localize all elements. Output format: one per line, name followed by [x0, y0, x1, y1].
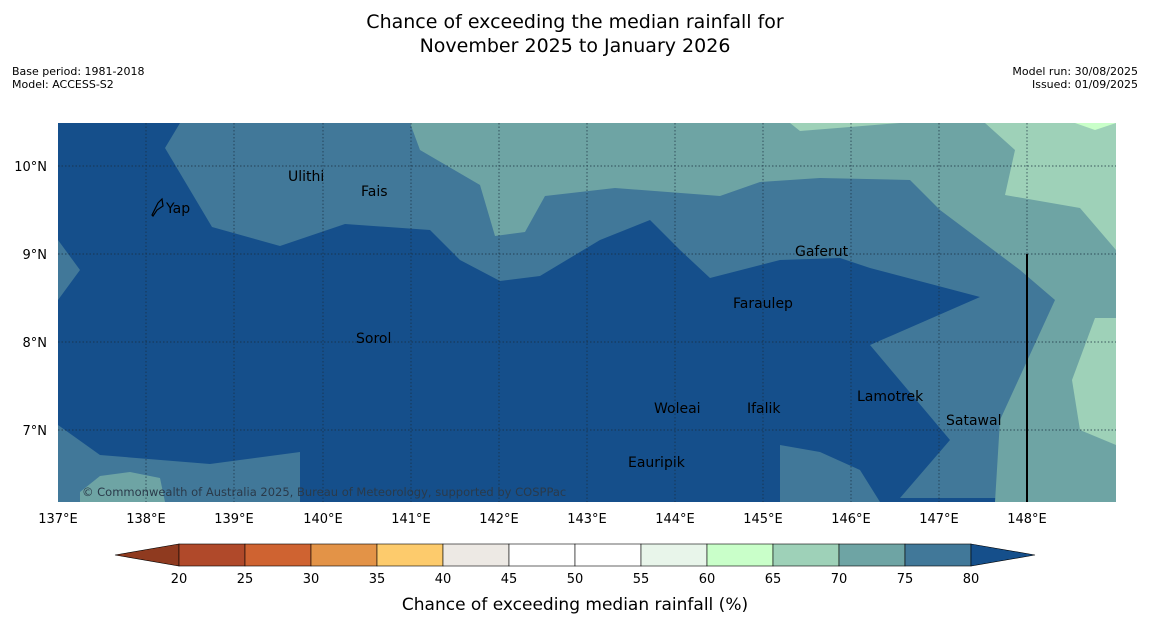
lon-label-147: 147°E [919, 512, 959, 527]
lon-label-137: 137°E [38, 512, 78, 527]
colorbar-tick-50: 50 [567, 572, 584, 587]
region-65-70-northeast [985, 123, 1116, 250]
colorbar-tick-65: 65 [765, 572, 782, 587]
model-run: Model run: 30/08/2025 [1012, 65, 1138, 78]
issued-date: Issued: 01/09/2025 [1031, 78, 1138, 91]
colorbar-cell-c30_35 [310, 543, 378, 567]
model-name: Model: ACCESS-S2 [12, 78, 114, 91]
region-65-70-east [1072, 318, 1116, 445]
rainfall-map[interactable] [58, 123, 1116, 502]
colorbar-cell-c70_75 [838, 543, 906, 567]
longitude-labels: 137°E 138°E 139°E 140°E 141°E 142°E 143°… [38, 512, 1047, 527]
colorbar-tick-45: 45 [501, 572, 518, 587]
region-70-75-southwest [80, 472, 165, 502]
place-woleai: Woleai [654, 401, 701, 417]
colorbar-label: Chance of exceeding median rainfall (%) [402, 595, 748, 615]
gridlines [58, 123, 1116, 502]
place-yap: Yap [165, 201, 190, 217]
region-75-80-west [58, 240, 80, 300]
colorbar-cell-c25_30 [244, 543, 312, 567]
lat-label-10: 10°N [14, 160, 47, 175]
colorbar-tick-40: 40 [435, 572, 452, 587]
colorbar-cell-c50_55 [574, 543, 642, 567]
place-satawal: Satawal [946, 413, 1001, 429]
colorbar-arrow-high [970, 543, 1036, 567]
colorbar-cell-c20_25 [178, 543, 246, 567]
colorbar-cell-c60_65 [706, 543, 774, 567]
colorbar-cell-c75_80 [904, 543, 972, 567]
latitude-labels: 10°N 9°N 8°N 7°N [14, 160, 47, 439]
lon-label-144: 144°E [655, 512, 695, 527]
lon-label-148: 148°E [1007, 512, 1047, 527]
colorbar-cell-c40_45 [442, 543, 510, 567]
region-65-70-top [790, 123, 900, 131]
lon-label-145: 145°E [743, 512, 783, 527]
lat-label-9: 9°N [23, 248, 48, 263]
place-fais: Fais [361, 184, 388, 200]
colorbar-ticks: 20 25 30 35 40 45 50 55 60 65 70 75 80 [171, 572, 980, 587]
meta-right: Model run: 30/08/2025 Issued: 01/09/2025 [1012, 65, 1138, 91]
place-ifalik: Ifalik [747, 401, 781, 417]
colorbar-tick-25: 25 [237, 572, 254, 587]
colorbar-tick-70: 70 [831, 572, 848, 587]
place-eauripik: Eauripik [628, 455, 686, 471]
region-60-65-corner [1075, 123, 1116, 130]
colorbar-tick-75: 75 [897, 572, 914, 587]
place-sorol: Sorol [356, 331, 391, 347]
colorbar-cell-c35_40 [376, 543, 444, 567]
colorbar-cells [178, 543, 972, 567]
place-gaferut: Gaferut [795, 244, 849, 260]
colorbar-cell-c45_50 [508, 543, 576, 567]
colorbar-tick-30: 30 [303, 572, 320, 587]
copyright-text: © Commonwealth of Australia 2025, Bureau… [82, 485, 566, 499]
colorbar-tick-35: 35 [369, 572, 386, 587]
yap-island-shape [151, 197, 164, 217]
title-line-1: Chance of exceeding the median rainfall … [366, 11, 784, 33]
colorbar-tick-60: 60 [699, 572, 716, 587]
colorbar-cell-c65_70 [772, 543, 840, 567]
lon-label-142: 142°E [479, 512, 519, 527]
colorbar-tick-55: 55 [633, 572, 650, 587]
place-faraulep: Faraulep [733, 296, 793, 312]
lat-label-8: 8°N [23, 336, 48, 351]
title-line-2: November 2025 to January 2026 [419, 35, 731, 57]
map-title: Chance of exceeding the median rainfall … [0, 10, 1150, 58]
colorbar: 20 25 30 35 40 45 50 55 60 65 70 75 80 Chance of exc… [114, 543, 1036, 615]
base-period: Base period: 1981-2018 [12, 65, 145, 78]
colorbar-tick-80: 80 [963, 572, 980, 587]
colorbar-cell-c55_60 [640, 543, 708, 567]
meta-left: Base period: 1981-2018 Model: ACCESS-S2 [12, 65, 144, 91]
colorbar-arrow-low [114, 543, 180, 567]
region-75-80-north [165, 123, 1116, 498]
lon-label-143: 143°E [567, 512, 607, 527]
place-ulithi: Ulithi [288, 169, 324, 185]
lon-label-140: 140°E [303, 512, 343, 527]
lat-label-7: 7°N [23, 424, 48, 439]
lon-label-138: 138°E [126, 512, 166, 527]
colorbar-tick-20: 20 [171, 572, 188, 587]
lon-label-139: 139°E [214, 512, 254, 527]
lon-label-146: 146°E [831, 512, 871, 527]
lon-label-141: 141°E [391, 512, 431, 527]
place-lamotrek: Lamotrek [857, 389, 924, 405]
region-75-80-south [780, 445, 880, 502]
